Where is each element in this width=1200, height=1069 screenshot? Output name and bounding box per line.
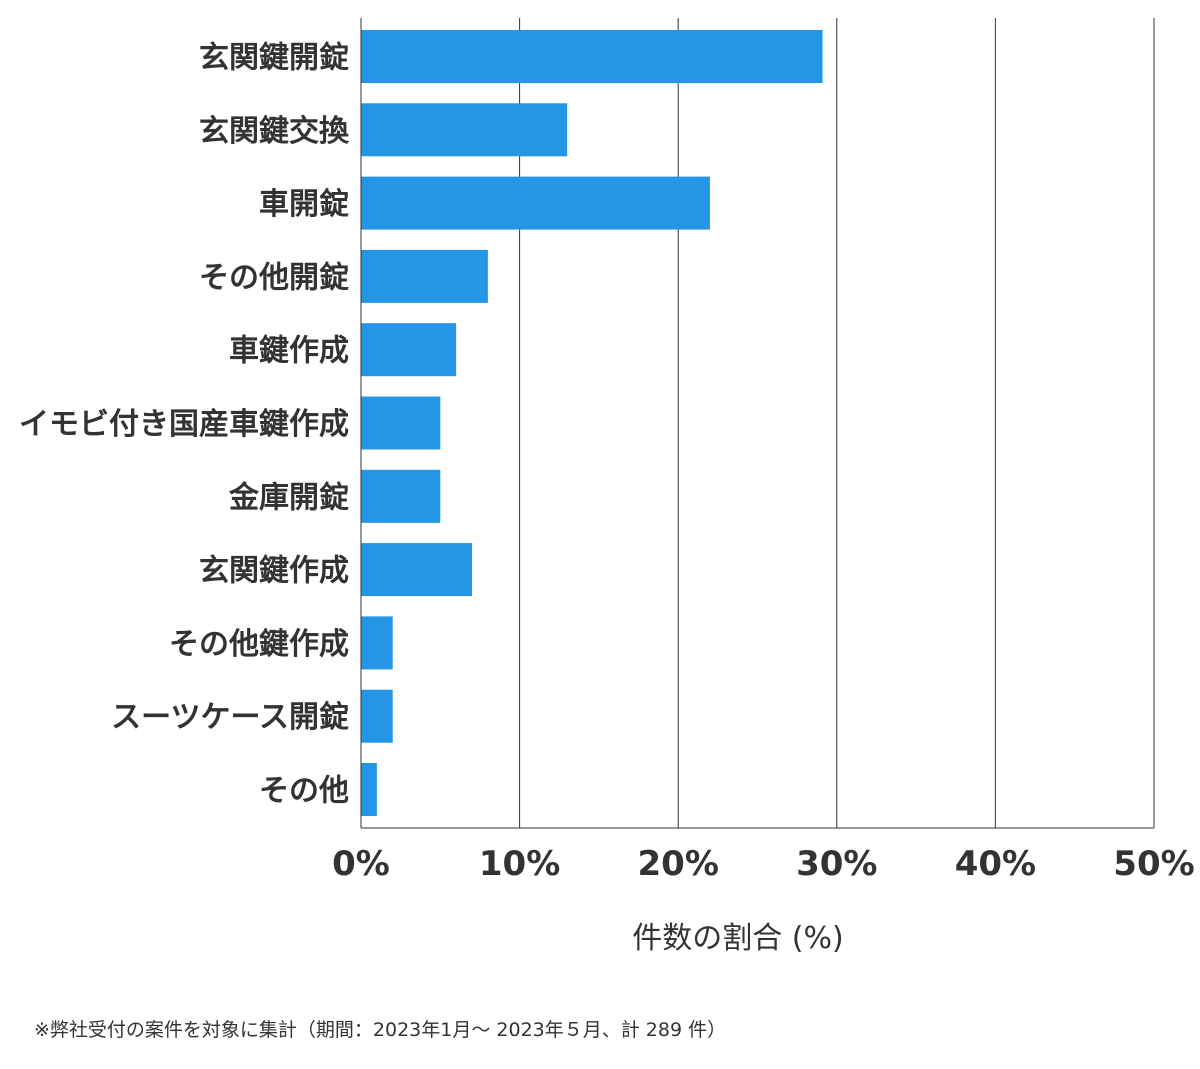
x-tick-label: 50% (1113, 844, 1194, 884)
category-label: 金庫開錠 (228, 480, 349, 515)
bar (361, 30, 823, 83)
category-label: その他鍵作成 (169, 627, 349, 662)
category-label: スーツケース開錠 (111, 700, 349, 735)
category-label: 車開錠 (259, 187, 349, 222)
category-label: その他開錠 (199, 260, 349, 295)
bar (361, 469, 441, 523)
bar (361, 176, 710, 230)
x-tick-label: 20% (638, 844, 719, 884)
x-tick-label: 40% (955, 844, 1036, 884)
x-tick-labels: 0% 10% 20% 30% 40% 50% (332, 844, 1195, 884)
gridlines (519, 18, 1155, 828)
category-label: 車鍵作成 (229, 334, 349, 369)
bar (361, 616, 393, 670)
category-labels: 玄関鍵開錠玄関鍵交換車開錠その他開錠車鍵作成イモビ付き国産車鍵作成金庫開錠玄関鍵… (19, 41, 350, 809)
category-label: イモビ付き国産車鍵作成 (19, 407, 349, 442)
bar (361, 323, 457, 377)
bar (361, 103, 568, 157)
category-label: 玄関鍵開錠 (199, 41, 349, 76)
footnote: ※弊社受付の案件を対象に集計（期間：2023年1月～ 2023年５月、計 289… (34, 1019, 727, 1041)
bar (361, 763, 377, 816)
bars (361, 30, 823, 816)
bar (361, 689, 393, 743)
x-axis-title: 件数の割合 (%) (632, 921, 843, 956)
bar-chart: 玄関鍵開錠玄関鍵交換車開錠その他開錠車鍵作成イモビ付き国産車鍵作成金庫開錠玄関鍵… (19, 18, 1195, 956)
bar (361, 543, 473, 597)
x-tick-label: 10% (479, 844, 560, 884)
category-label: 玄関鍵交換 (199, 114, 350, 149)
bar (361, 249, 488, 303)
category-label: 玄関鍵作成 (199, 554, 349, 589)
bar (361, 396, 441, 450)
x-tick-label: 30% (796, 844, 877, 884)
category-label: その他 (259, 774, 349, 809)
x-tick-label: 0% (332, 844, 390, 884)
